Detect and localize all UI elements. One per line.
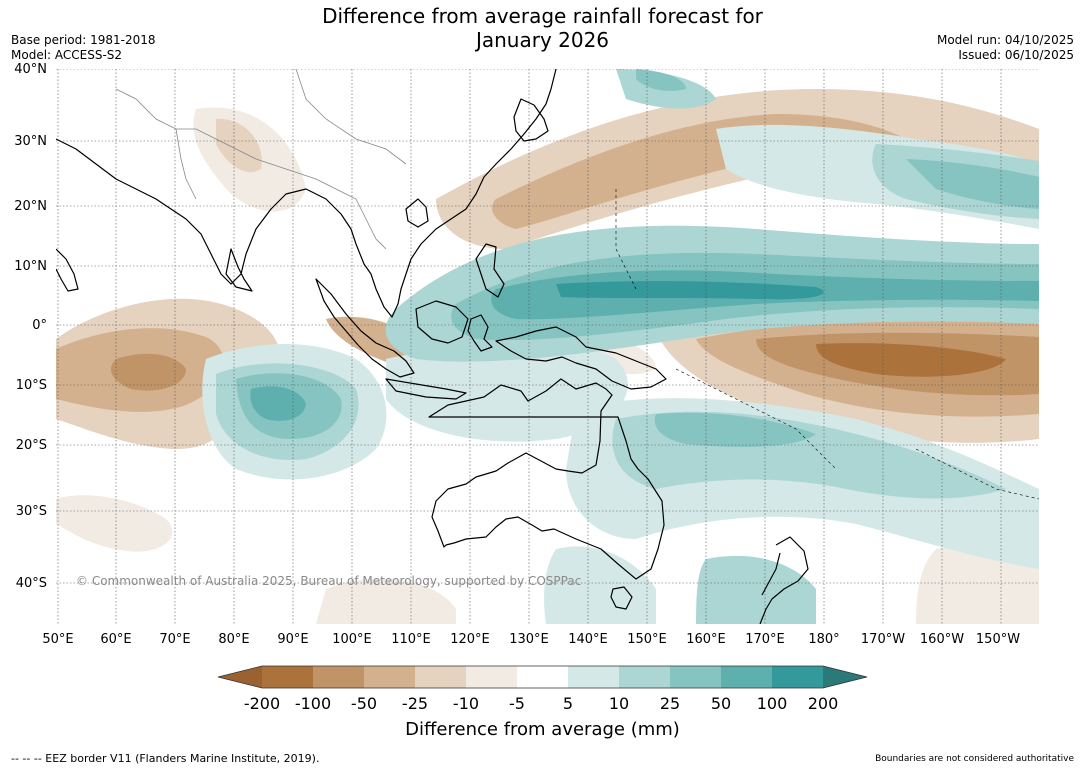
- lat-label-equator: 0°: [32, 318, 47, 333]
- asia-mainland-coast: [56, 69, 557, 318]
- colorbar-outline: [217, 665, 868, 689]
- lon-label-160w: 160°W: [919, 632, 965, 647]
- colorbar-high-extension: [823, 666, 867, 688]
- lat-label-10n: 10°N: [14, 259, 47, 274]
- lon-label-120e: 120°E: [450, 632, 490, 647]
- lon-label-150e: 150°E: [627, 632, 667, 647]
- lat-label-30n: 30°N: [14, 134, 47, 149]
- lon-label-100e: 100°E: [332, 632, 372, 647]
- colorbar-bin-1: [262, 666, 313, 688]
- tasmania-coast: [610, 586, 633, 610]
- country-borders: [115, 69, 407, 250]
- lon-label-170w: 170°W: [860, 632, 906, 647]
- colorbar-bin-4: [415, 666, 466, 688]
- base-period: Base period: 1981-2018: [11, 33, 156, 47]
- colorbar-tick: 10: [608, 694, 630, 713]
- colorbar-bin-3: [364, 666, 415, 688]
- colorbar-bin-8: [619, 666, 670, 688]
- model-run: Model run: 04/10/2025: [936, 33, 1074, 47]
- lat-label-40s: 40°S: [15, 576, 47, 591]
- lon-label-150w: 150°W: [975, 632, 1021, 647]
- lon-label-170e: 170°E: [745, 632, 785, 647]
- colorbar-label: Difference from average (mm): [405, 719, 680, 740]
- lon-label-90e: 90°E: [277, 632, 309, 647]
- meta-right: Model run: 04/10/2025 Issued: 06/10/2025: [937, 33, 1074, 63]
- sumatra-coast: [315, 278, 415, 378]
- eez-footnote: -- -- -- EEZ border V11 (Flanders Marine…: [11, 752, 320, 765]
- colorbar-bin-7: [568, 666, 619, 688]
- copyright-notice: © Commonwealth of Australia 2025, Bureau…: [76, 574, 582, 588]
- philippines-coast: [475, 243, 505, 298]
- sri-lanka-coast: [225, 248, 253, 292]
- lon-label-60e: 60°E: [100, 632, 132, 647]
- japan-coast: [513, 98, 549, 142]
- title-line-1: Difference from average rainfall forecas…: [322, 4, 763, 28]
- australia-coast: [428, 378, 665, 580]
- colorbar-tick: -10: [452, 694, 480, 713]
- lat-label-30s: 30°S: [15, 504, 47, 519]
- colorbar-tick: 25: [659, 694, 681, 713]
- colorbar-bin-5: [466, 666, 517, 688]
- colorbar-bin-10: [721, 666, 772, 688]
- lon-label-70e: 70°E: [159, 632, 191, 647]
- model-name: Model: ACCESS-S2: [11, 48, 123, 62]
- title-line-2: January 2026: [475, 28, 610, 52]
- colorbar-tick: -50: [350, 694, 378, 713]
- lat-label-20n: 20°N: [14, 199, 47, 214]
- lat-label-10s: 10°S: [15, 378, 47, 393]
- boundaries-disclaimer: Boundaries are not considered authoritat…: [875, 754, 1074, 764]
- taiwan-coast: [405, 198, 429, 228]
- rainfall-anomaly-field: [56, 69, 1039, 624]
- colorbar-tick: -25: [401, 694, 429, 713]
- java-coast: [385, 378, 467, 400]
- colorbar-tick: 50: [710, 694, 732, 713]
- colorbar-tick: -5: [509, 694, 525, 713]
- colorbar-bin-11: [772, 666, 823, 688]
- issued-date: Issued: 06/10/2025: [958, 48, 1074, 62]
- colorbar-bin-2: [313, 666, 364, 688]
- eez-borders: [615, 189, 1039, 500]
- lon-label-130e: 130°E: [509, 632, 549, 647]
- graticule: [56, 69, 1039, 624]
- colorbar-bin-9: [670, 666, 721, 688]
- lat-label-20s: 20°S: [15, 438, 47, 453]
- lon-label-160e: 160°E: [686, 632, 726, 647]
- lon-label-140e: 140°E: [568, 632, 608, 647]
- sulawesi-coast: [467, 314, 493, 352]
- meta-left: Base period: 1981-2018 Model: ACCESS-S2: [11, 33, 156, 63]
- colorbar-tick: -200: [243, 694, 281, 713]
- rainfall-map: [56, 69, 1039, 624]
- lon-label-110e: 110°E: [391, 632, 431, 647]
- coastlines: [56, 69, 809, 624]
- new-zealand-coast: [759, 536, 809, 624]
- borneo-coast: [415, 300, 469, 344]
- colorbar-tick: -100: [294, 694, 332, 713]
- arabia-coast: [56, 248, 79, 292]
- lon-label-180: 180°: [808, 632, 840, 647]
- lon-label-80e: 80°E: [218, 632, 250, 647]
- map-title: Difference from average rainfall forecas…: [0, 4, 1085, 52]
- colorbar-bin-6: [517, 666, 568, 688]
- colorbar-low-extension: [218, 666, 262, 688]
- lon-label-50e: 50°E: [42, 632, 74, 647]
- lat-label-40n: 40°N: [14, 62, 47, 77]
- colorbar-tick: 200: [807, 694, 839, 713]
- new-guinea-coast: [495, 326, 667, 390]
- colorbar-tick: 100: [756, 694, 788, 713]
- colorbar: [217, 665, 868, 689]
- colorbar-tick: 5: [562, 694, 574, 713]
